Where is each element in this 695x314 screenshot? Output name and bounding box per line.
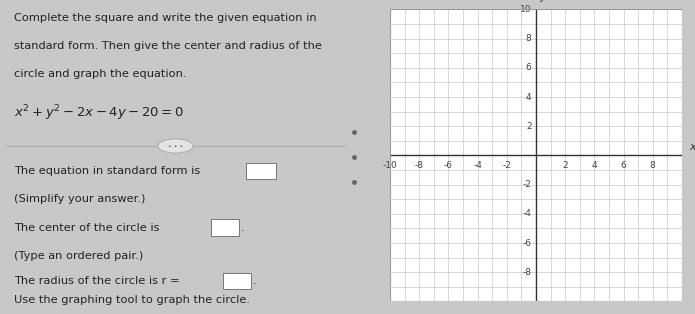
Text: Use the graphing tool to graph the circle.: Use the graphing tool to graph the circl… xyxy=(14,295,250,305)
Text: -6: -6 xyxy=(523,239,532,247)
FancyBboxPatch shape xyxy=(211,219,238,236)
Text: • • •: • • • xyxy=(168,143,183,149)
Text: The radius of the circle is r =: The radius of the circle is r = xyxy=(14,276,179,286)
Text: circle and graph the equation.: circle and graph the equation. xyxy=(14,69,186,79)
Text: 4: 4 xyxy=(526,93,532,101)
Text: -8: -8 xyxy=(523,268,532,277)
Text: 4: 4 xyxy=(591,161,597,170)
Text: 2: 2 xyxy=(562,161,568,170)
Text: -4: -4 xyxy=(523,209,532,218)
Text: 8: 8 xyxy=(526,34,532,43)
FancyBboxPatch shape xyxy=(246,163,275,179)
Text: standard form. Then give the center and radius of the: standard form. Then give the center and … xyxy=(14,41,322,51)
Text: The equation in standard form is: The equation in standard form is xyxy=(14,166,200,176)
Text: -4: -4 xyxy=(473,161,482,170)
Text: x: x xyxy=(689,142,695,152)
Ellipse shape xyxy=(158,139,193,153)
FancyBboxPatch shape xyxy=(223,273,251,289)
Text: -2: -2 xyxy=(523,180,532,189)
Text: The center of the circle is: The center of the circle is xyxy=(14,223,160,233)
Text: (Type an ordered pair.): (Type an ordered pair.) xyxy=(14,251,143,261)
Text: -2: -2 xyxy=(502,161,511,170)
Text: y: y xyxy=(539,0,546,2)
Text: .: . xyxy=(253,276,256,286)
Text: 10: 10 xyxy=(520,5,532,14)
Text: -8: -8 xyxy=(415,161,424,170)
Text: -10: -10 xyxy=(382,161,398,170)
Text: 2: 2 xyxy=(526,122,532,131)
Text: Complete the square and write the given equation in: Complete the square and write the given … xyxy=(14,13,317,23)
Text: 6: 6 xyxy=(621,161,626,170)
Text: 8: 8 xyxy=(650,161,655,170)
Text: 6: 6 xyxy=(526,63,532,72)
Text: .: . xyxy=(240,223,244,233)
Text: -6: -6 xyxy=(444,161,453,170)
Text: $x^2 + y^2 - 2x - 4y - 20 = 0$: $x^2 + y^2 - 2x - 4y - 20 = 0$ xyxy=(14,104,184,123)
Text: (Simplify your answer.): (Simplify your answer.) xyxy=(14,194,145,204)
